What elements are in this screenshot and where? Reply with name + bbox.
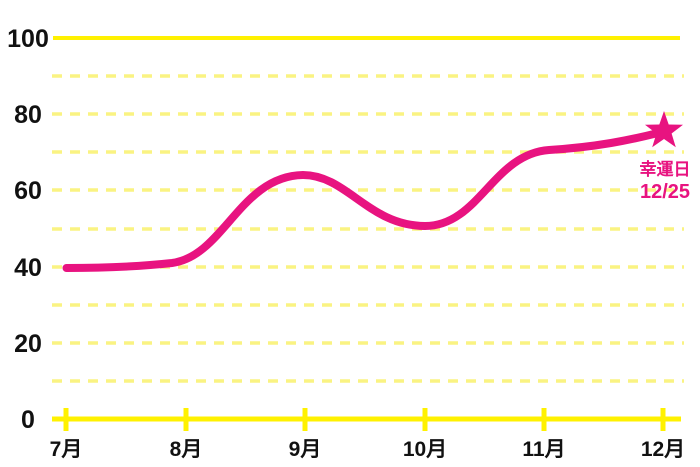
x-axis-label-10: 10月 xyxy=(403,438,447,461)
y-axis-label-80: 80 xyxy=(14,101,42,129)
y-axis-label-100: 100 xyxy=(7,25,49,53)
lucky-star-icon xyxy=(645,111,683,148)
y-axis-label-0: 0 xyxy=(21,406,35,434)
x-axis-label-12: 12月 xyxy=(641,438,685,461)
x-axis-label-8: 8月 xyxy=(170,438,203,461)
y-axis-label-20: 20 xyxy=(14,330,42,358)
x-axis-label-11: 11月 xyxy=(522,438,565,461)
lucky-day-label: 幸運日 xyxy=(640,159,691,179)
x-axis-label-9: 9月 xyxy=(289,438,322,461)
y-axis-label-60: 60 xyxy=(14,177,42,205)
x-axis-label-7: 7月 xyxy=(50,438,83,461)
lucky-date-label: 12/25 xyxy=(640,181,690,203)
y-axis-label-40: 40 xyxy=(14,254,42,282)
fortune-line xyxy=(62,129,662,272)
